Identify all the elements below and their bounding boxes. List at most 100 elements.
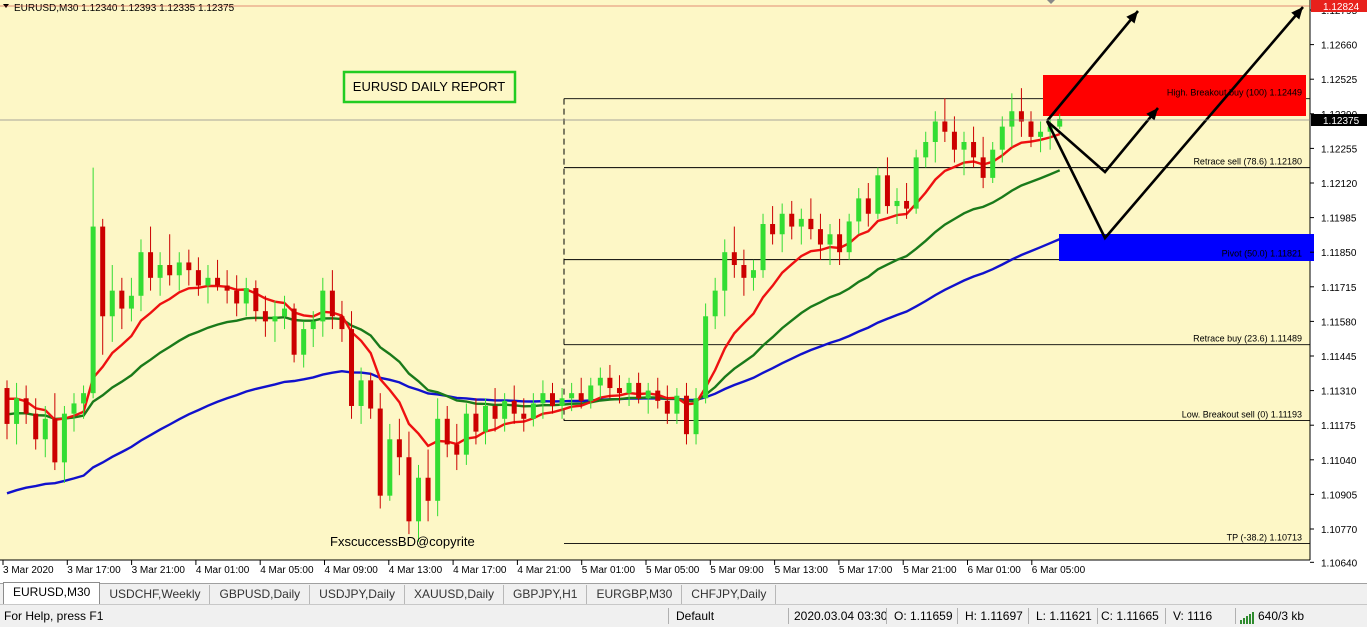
candle-body bbox=[339, 316, 345, 330]
status-divider bbox=[1028, 608, 1029, 624]
candle-body bbox=[636, 382, 642, 399]
candle-body bbox=[100, 226, 106, 317]
candle-body bbox=[856, 198, 862, 222]
tab-eurgbp-m30[interactable]: EURGBP,M30 bbox=[587, 585, 683, 604]
supply-demand-zones[interactable]: High. Breakout buy (100) 1.12449 Pivot (5… bbox=[1043, 75, 1314, 261]
candle-body bbox=[569, 393, 575, 399]
candle-body bbox=[846, 221, 852, 253]
price-tick-label: 1.12525 bbox=[1321, 75, 1358, 86]
candle-body bbox=[837, 234, 843, 253]
time-tick-label: 3 Mar 17:00 bbox=[67, 565, 121, 576]
candle-body bbox=[195, 270, 201, 286]
time-axis-panel bbox=[0, 560, 1310, 581]
candle-body bbox=[301, 329, 307, 355]
candle-body bbox=[272, 316, 278, 322]
price-tick-label: 1.10770 bbox=[1321, 525, 1358, 536]
candle-body bbox=[463, 413, 469, 455]
time-tick-label: 5 Mar 09:00 bbox=[710, 565, 764, 576]
candle-body bbox=[616, 388, 622, 394]
candle-body bbox=[875, 175, 881, 214]
candle-body bbox=[262, 311, 268, 322]
candle-body bbox=[731, 252, 737, 266]
time-tick-label: 5 Mar 13:00 bbox=[775, 565, 829, 576]
candle-body bbox=[798, 218, 804, 227]
candle-body bbox=[722, 252, 728, 291]
sell-zone bbox=[1043, 75, 1306, 116]
connection-status[interactable]: 640/3 kb bbox=[1240, 609, 1304, 624]
candle-body bbox=[61, 413, 67, 463]
price-tick-label: 1.10905 bbox=[1321, 490, 1358, 501]
price-tick-label: 1.12660 bbox=[1321, 41, 1358, 52]
candle-body bbox=[913, 157, 919, 209]
tab-chfjpy-daily[interactable]: CHFJPY,Daily bbox=[682, 585, 777, 604]
time-tick-label: 4 Mar 09:00 bbox=[325, 565, 379, 576]
tab-gbpusd-daily[interactable]: GBPUSD,Daily bbox=[210, 585, 311, 604]
candle-body bbox=[865, 198, 871, 214]
fib-level-label: Low. Breakout sell (0) 1.11193 bbox=[1182, 410, 1302, 420]
top-price-tag bbox=[1311, 0, 1367, 12]
tab-xauusd-daily[interactable]: XAUUSD,Daily bbox=[405, 585, 504, 604]
price-tick-label: 1.12255 bbox=[1321, 144, 1358, 155]
candle-body bbox=[588, 385, 594, 401]
time-tick-label: 5 Mar 17:00 bbox=[839, 565, 893, 576]
candle-body bbox=[1038, 131, 1044, 137]
tab-usdjpy-daily[interactable]: USDJPY,Daily bbox=[310, 585, 405, 604]
tab-usdchf-weekly[interactable]: USDCHF,Weekly bbox=[100, 585, 211, 604]
candle-body bbox=[502, 400, 508, 419]
arrow-retrace-bounce bbox=[1046, 107, 1160, 174]
chart-window[interactable]: High. Breakout buy (100) 1.12449 Retrace … bbox=[0, 0, 1367, 581]
arrow-pivot-rally-head bbox=[1291, 7, 1303, 20]
candle-body bbox=[416, 477, 422, 522]
candle-body bbox=[52, 418, 58, 463]
price-chart[interactable]: High. Breakout buy (100) 1.12449 Retrace … bbox=[0, 0, 1367, 581]
status-open: O: 1.11659 bbox=[894, 609, 953, 623]
candle-body bbox=[109, 290, 115, 317]
candle-body bbox=[904, 200, 910, 209]
scroll-marker-icon[interactable] bbox=[1047, 0, 1055, 4]
time-tick-label: 4 Mar 01:00 bbox=[196, 565, 250, 576]
candle-body bbox=[942, 121, 948, 132]
candle-body bbox=[253, 288, 259, 312]
chart-header: EURUSD,M30 1.12340 1.12393 1.12335 1.123… bbox=[14, 3, 235, 14]
profile-name[interactable]: Default bbox=[676, 609, 715, 623]
candle-body bbox=[368, 380, 374, 409]
candle-body bbox=[396, 439, 402, 458]
tab-gbpjpy-h1[interactable]: GBPJPY,H1 bbox=[504, 585, 588, 604]
candle-body bbox=[770, 224, 776, 235]
candle-body bbox=[310, 321, 316, 330]
candle-body bbox=[932, 121, 938, 142]
candle-body bbox=[1057, 118, 1063, 127]
candle-body bbox=[320, 290, 326, 322]
status-divider bbox=[957, 608, 958, 624]
fib-level-label-overlay: Pivot (50.0) 1.11821 bbox=[1222, 249, 1302, 259]
candle-body bbox=[712, 290, 718, 317]
candle-body bbox=[808, 218, 814, 230]
copyright-label: FxscuccessBD@copyrite bbox=[330, 534, 475, 549]
candle-body bbox=[119, 290, 125, 309]
fib-level-label: TP (-38.2) 1.10713 bbox=[1227, 533, 1302, 543]
candle-body bbox=[693, 398, 699, 435]
time-tick-label: 5 Mar 01:00 bbox=[582, 565, 636, 576]
price-axis-panel[interactable] bbox=[1310, 0, 1367, 581]
candle-body bbox=[71, 403, 77, 414]
candle-body bbox=[884, 175, 890, 207]
candle-body bbox=[626, 382, 632, 394]
projection-arrows[interactable] bbox=[1045, 6, 1304, 241]
status-divider bbox=[886, 608, 887, 624]
candle-body bbox=[128, 295, 134, 309]
tab-eurusd-m30[interactable]: EURUSD,M30 bbox=[3, 582, 101, 604]
candle-body bbox=[1018, 111, 1024, 122]
price-tick-label: 1.11850 bbox=[1321, 248, 1357, 259]
price-tick-label: 1.11580 bbox=[1321, 317, 1357, 328]
traffic-text: 640/3 kb bbox=[1258, 609, 1305, 623]
candle-body bbox=[779, 213, 785, 235]
price-tick-label: 1.11985 bbox=[1321, 214, 1357, 225]
candle-body bbox=[377, 408, 383, 496]
candle-body bbox=[425, 477, 431, 501]
candle-body bbox=[167, 265, 173, 276]
candle-body bbox=[243, 288, 249, 304]
candle-body bbox=[81, 393, 87, 404]
candle-body bbox=[329, 290, 335, 317]
candle-body bbox=[90, 226, 96, 394]
price-tick-label: 1.11715 bbox=[1321, 283, 1357, 294]
